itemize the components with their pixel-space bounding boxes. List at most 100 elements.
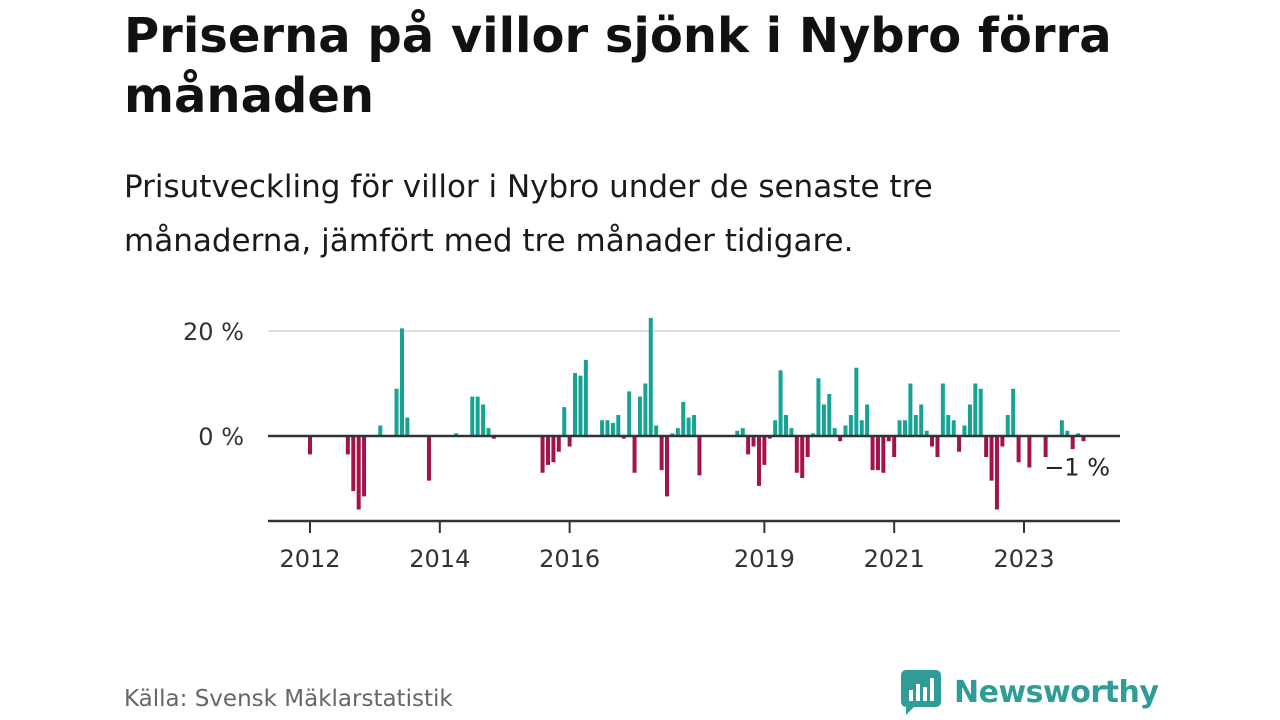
bar [967, 404, 972, 436]
bar [540, 436, 545, 473]
bar [605, 420, 610, 436]
bar [838, 436, 843, 442]
bar [789, 428, 794, 436]
bar [919, 404, 924, 436]
bar [843, 425, 848, 436]
bar [643, 383, 648, 436]
bar [859, 420, 864, 436]
bar [1065, 430, 1070, 436]
bar [675, 428, 680, 436]
x-tick-label: 2021 [864, 545, 925, 573]
bars-layer [308, 317, 1086, 510]
bar [978, 388, 983, 436]
bar [735, 430, 740, 436]
bar [827, 394, 832, 436]
bar [600, 420, 605, 436]
bar [378, 425, 383, 436]
bar [762, 436, 767, 465]
bar [681, 401, 686, 436]
latest-value-label: −1 % [1044, 453, 1110, 481]
bar [616, 415, 621, 436]
bar [1000, 436, 1005, 447]
x-tick-label: 2019 [734, 545, 795, 573]
bar [1027, 436, 1032, 468]
bar [692, 415, 697, 436]
bar [486, 428, 491, 436]
bar [356, 436, 361, 510]
bar [308, 436, 312, 455]
bar [951, 420, 956, 436]
bar [805, 436, 810, 457]
bar [800, 436, 805, 478]
source-note: Källa: Svensk Mäklarstatistik [124, 686, 453, 712]
y-tick-label: 0 % [198, 423, 244, 451]
bar [686, 417, 691, 436]
chart-title: Priserna på villor sjönk i Nybro förra m… [124, 8, 1112, 124]
bar [578, 375, 583, 436]
brand-name: Newsworthy [954, 674, 1159, 710]
bar [935, 436, 940, 457]
bar [794, 436, 799, 473]
chart-subtitle: Prisutveckling för villor i Nybro under … [124, 169, 933, 259]
x-tick-label: 2012 [279, 545, 340, 573]
newsworthy-logo-icon [901, 670, 941, 715]
bar [767, 436, 772, 439]
bar [1059, 420, 1064, 436]
bar [811, 433, 816, 436]
bar [345, 436, 350, 455]
bar [740, 428, 745, 436]
bar [1081, 436, 1086, 442]
bar [903, 420, 908, 436]
bar [1016, 436, 1021, 463]
bar [546, 436, 551, 465]
bar [454, 433, 459, 436]
bar [848, 415, 853, 436]
bar [659, 436, 664, 471]
x-tick-label: 2016 [539, 545, 600, 573]
bar [957, 436, 962, 452]
bar [491, 436, 496, 439]
bar [394, 388, 399, 436]
bar [1005, 415, 1010, 436]
bar [881, 436, 886, 473]
bar [886, 436, 891, 442]
bar [562, 407, 567, 436]
bar [908, 383, 913, 436]
x-tick-label: 2023 [993, 545, 1054, 573]
bar [1070, 436, 1075, 450]
bar [746, 436, 751, 455]
bar [994, 436, 999, 510]
bar [973, 383, 978, 436]
bar [556, 436, 561, 452]
bar [670, 433, 675, 436]
bar [632, 436, 637, 473]
bar [773, 420, 778, 436]
bar [610, 422, 615, 436]
bar [648, 317, 653, 436]
labels-layer: 0 % 20 % 2012 2014 2016 2019 2021 2023 −1 % [183, 318, 1110, 573]
axis-layer [268, 434, 1120, 533]
bar [362, 436, 367, 497]
brand-logo[interactable]: Newsworthy [900, 668, 1159, 716]
bar [470, 396, 475, 436]
bar [940, 383, 945, 436]
bar [870, 436, 875, 471]
bar [1076, 433, 1081, 436]
bar [946, 415, 951, 436]
bar [665, 436, 669, 497]
bar [551, 436, 556, 463]
bar [875, 436, 880, 471]
bar [930, 436, 935, 447]
bar [897, 420, 902, 436]
bar [567, 436, 572, 447]
bar [654, 425, 659, 436]
bar [832, 428, 837, 436]
bar [756, 436, 761, 486]
bar [399, 328, 404, 436]
y-tick-label: 20 % [183, 318, 244, 346]
bar [751, 436, 756, 447]
bar [627, 391, 632, 436]
bar [962, 425, 967, 436]
bar [913, 415, 918, 436]
